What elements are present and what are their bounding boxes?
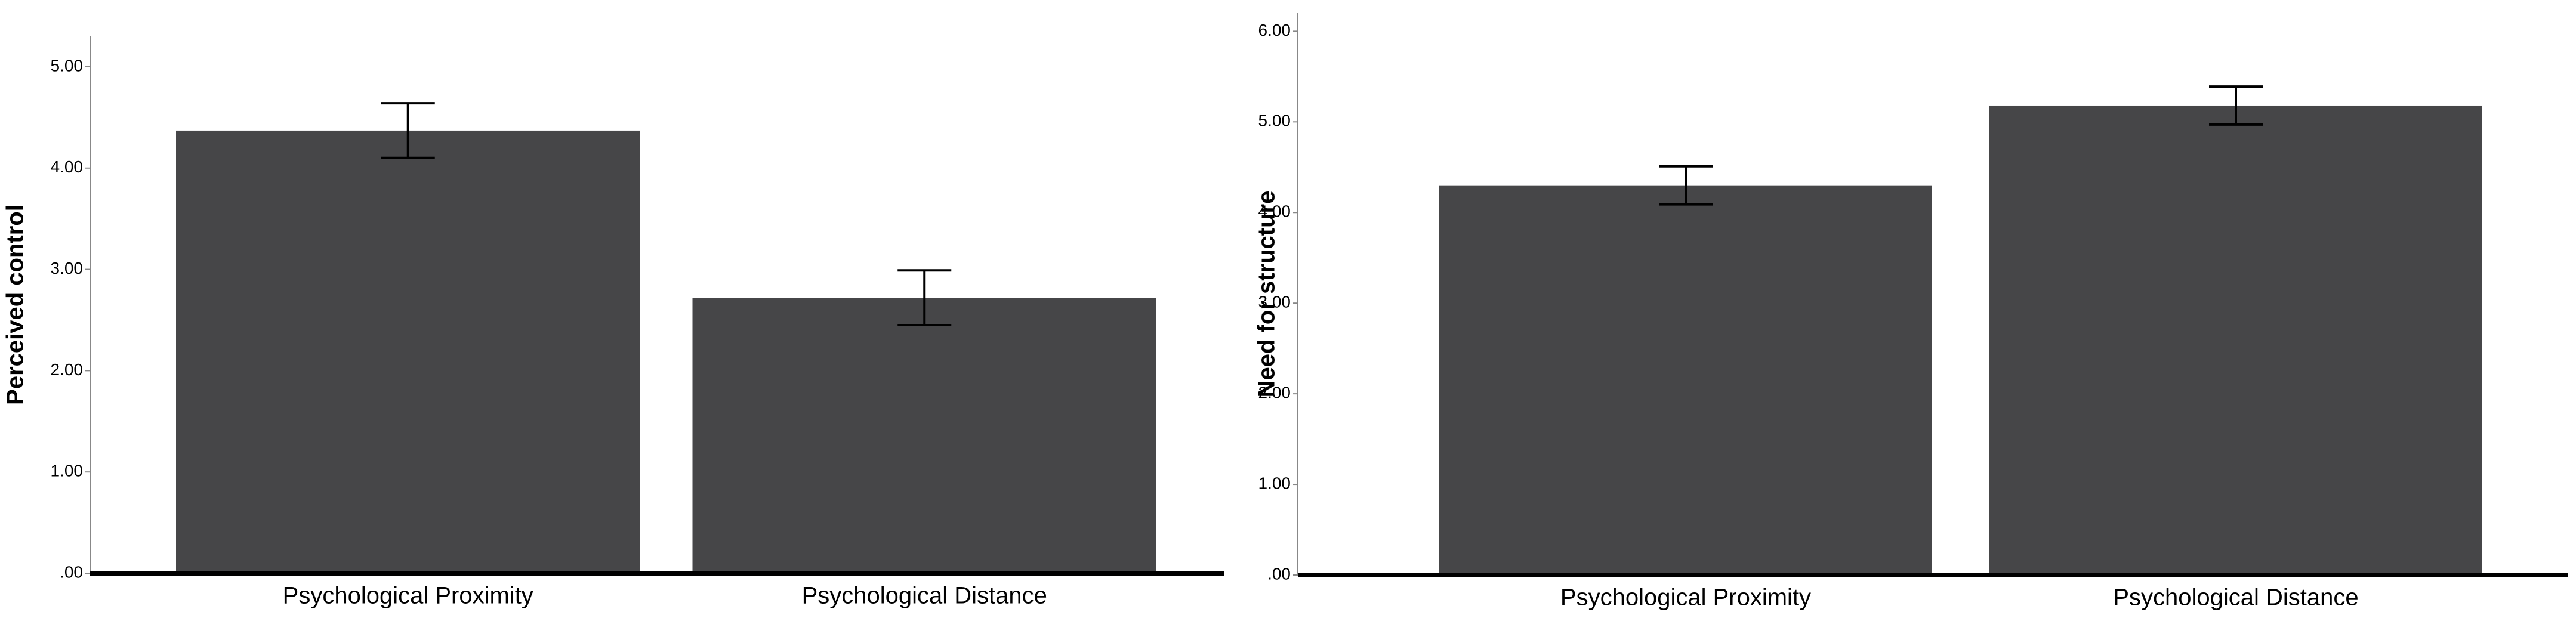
error-bar [897,269,952,326]
y-tick-label: 6.00 [1258,21,1291,39]
error-bar [2209,85,2263,126]
bar [176,130,640,573]
error-bar [1659,165,1713,206]
y-axis-label: Need for structure [1254,191,1280,398]
x-tick-label: Psychological Distance [802,583,1047,609]
y-tick-label: 3.00 [51,259,84,277]
bar [692,298,1156,573]
x-tick-label: Psychological Proximity [283,583,533,609]
y-axis-label: Perceived control [2,205,29,405]
y-tick-label: .00 [60,563,83,581]
bar [1439,185,1932,575]
y-tick-label: 4.00 [1258,202,1291,221]
y-tick-label: 2.00 [1258,384,1291,402]
y-tick-label: .00 [1267,564,1291,583]
y-tick-label: 4.00 [51,157,84,176]
y-tick-label: 5.00 [51,56,84,75]
y-tick-label: 5.00 [1258,112,1291,130]
x-tick-label: Psychological Proximity [1560,585,1811,611]
x-tick-label: Psychological Distance [2113,585,2358,611]
bar [1989,105,2482,576]
y-tick-label: 2.00 [51,360,84,379]
error-bar [381,102,435,159]
y-tick-label: 3.00 [1258,293,1291,311]
y-tick-label: 1.00 [51,462,84,480]
y-tick-label: 1.00 [1258,474,1291,492]
